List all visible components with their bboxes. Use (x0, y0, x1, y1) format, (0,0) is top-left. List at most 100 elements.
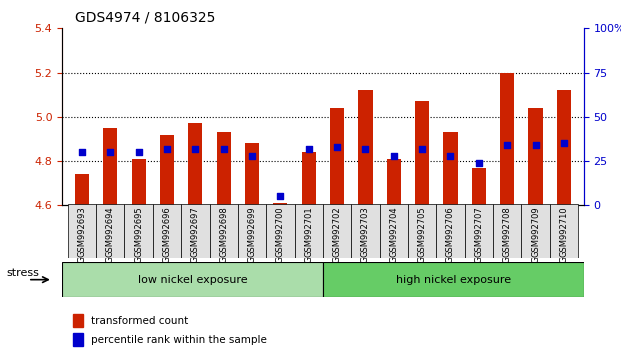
Bar (443, 132, 458, 205)
Bar (330, 108, 344, 205)
Text: GSM992707: GSM992707 (474, 206, 483, 257)
Bar (472, 168, 486, 205)
Point (389, 153, 399, 159)
Bar (96, 204, 124, 258)
Bar (323, 204, 351, 258)
Bar (188, 124, 202, 205)
Text: GSM992710: GSM992710 (560, 206, 568, 257)
Text: GDS4974 / 8106325: GDS4974 / 8106325 (75, 11, 215, 25)
Bar (73, 314, 83, 327)
Bar (522, 204, 550, 258)
Text: GSM992702: GSM992702 (333, 208, 342, 263)
Text: GSM992694: GSM992694 (106, 206, 115, 257)
Text: GSM992710: GSM992710 (560, 208, 568, 263)
Point (304, 146, 314, 152)
Text: GSM992706: GSM992706 (446, 208, 455, 263)
Text: GSM992705: GSM992705 (418, 206, 427, 257)
Text: GSM992702: GSM992702 (333, 206, 342, 257)
Point (134, 149, 143, 155)
Bar (181, 204, 209, 258)
Text: GSM992705: GSM992705 (418, 208, 427, 263)
Point (445, 153, 455, 159)
Point (219, 146, 229, 152)
Text: GSM992700: GSM992700 (276, 206, 285, 257)
Text: GSM992693: GSM992693 (78, 208, 86, 263)
Point (106, 149, 116, 155)
Bar (266, 204, 294, 258)
Bar (557, 90, 571, 205)
Point (474, 160, 484, 166)
Point (502, 142, 512, 148)
Bar (500, 73, 514, 205)
Bar (379, 204, 408, 258)
Bar (160, 135, 174, 205)
Bar (124, 204, 153, 258)
Bar (73, 333, 83, 346)
Point (162, 146, 172, 152)
Text: GSM992704: GSM992704 (389, 206, 398, 257)
Text: GSM992707: GSM992707 (474, 208, 483, 263)
Text: GSM992706: GSM992706 (446, 206, 455, 257)
Bar (387, 159, 401, 205)
Bar (528, 108, 543, 205)
Text: transformed count: transformed count (91, 316, 188, 326)
Point (191, 146, 201, 152)
Point (247, 153, 257, 159)
Bar (302, 152, 316, 205)
Text: GSM992708: GSM992708 (502, 208, 512, 263)
Text: GSM992696: GSM992696 (163, 208, 171, 263)
Bar (238, 204, 266, 258)
Text: GSM992698: GSM992698 (219, 208, 228, 263)
Text: GSM992693: GSM992693 (78, 206, 86, 257)
Text: GSM992709: GSM992709 (531, 208, 540, 263)
Bar (408, 204, 437, 258)
Text: GSM992695: GSM992695 (134, 206, 143, 257)
Text: GSM992700: GSM992700 (276, 208, 285, 263)
Text: GSM992708: GSM992708 (502, 206, 512, 257)
Text: low nickel exposure: low nickel exposure (138, 275, 247, 285)
Text: GSM992696: GSM992696 (163, 206, 171, 257)
Text: stress: stress (6, 268, 39, 278)
Bar (217, 132, 231, 205)
Text: GSM992701: GSM992701 (304, 208, 313, 263)
Bar (415, 101, 429, 205)
FancyBboxPatch shape (323, 262, 584, 297)
Point (417, 146, 427, 152)
Text: GSM992699: GSM992699 (248, 208, 256, 263)
Bar (273, 203, 288, 205)
Bar (103, 128, 117, 205)
Point (276, 194, 286, 199)
Bar (358, 90, 373, 205)
Bar (132, 159, 146, 205)
FancyBboxPatch shape (62, 262, 323, 297)
Text: GSM992697: GSM992697 (191, 206, 200, 257)
Text: high nickel exposure: high nickel exposure (396, 275, 511, 285)
Text: GSM992698: GSM992698 (219, 206, 228, 257)
Bar (437, 204, 465, 258)
Bar (75, 174, 89, 205)
Text: GSM992694: GSM992694 (106, 208, 115, 263)
Point (559, 141, 569, 146)
Text: percentile rank within the sample: percentile rank within the sample (91, 335, 266, 345)
Point (332, 144, 342, 150)
Bar (550, 204, 578, 258)
Bar (245, 143, 259, 205)
Bar (294, 204, 323, 258)
Text: GSM992703: GSM992703 (361, 206, 370, 257)
Bar (351, 204, 379, 258)
Bar (68, 204, 96, 258)
Bar (465, 204, 493, 258)
Bar (493, 204, 522, 258)
Bar (153, 204, 181, 258)
Text: GSM992703: GSM992703 (361, 208, 370, 263)
Text: GSM992697: GSM992697 (191, 208, 200, 263)
Point (360, 146, 370, 152)
Point (530, 142, 540, 148)
Point (77, 149, 87, 155)
Text: GSM992699: GSM992699 (248, 206, 256, 257)
Text: GSM992701: GSM992701 (304, 206, 313, 257)
Bar (209, 204, 238, 258)
Text: GSM992709: GSM992709 (531, 206, 540, 257)
Text: GSM992695: GSM992695 (134, 208, 143, 263)
Text: GSM992704: GSM992704 (389, 208, 398, 263)
